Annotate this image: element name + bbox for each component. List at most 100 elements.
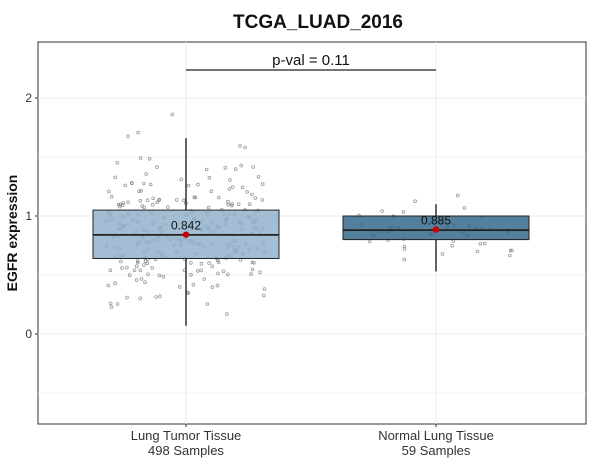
data-point (139, 277, 144, 281)
data-point (126, 200, 130, 205)
data-point (108, 301, 113, 306)
data-point (118, 204, 122, 209)
data-point (113, 175, 117, 180)
data-point (216, 260, 221, 265)
data-point (253, 196, 258, 200)
data-point (146, 272, 150, 277)
data-point (252, 260, 256, 265)
data-point (230, 185, 235, 189)
data-point (455, 193, 460, 198)
data-point (207, 175, 212, 180)
data-point (186, 291, 191, 295)
data-point (118, 202, 123, 207)
data-point (137, 189, 141, 194)
data-point (136, 130, 140, 135)
data-point (158, 294, 162, 299)
data-point (142, 263, 146, 267)
data-point (150, 265, 155, 270)
data-point (215, 283, 220, 288)
data-point (239, 163, 244, 168)
data-point (206, 205, 211, 210)
data-point (401, 210, 406, 214)
data-point (216, 258, 220, 263)
data-point (125, 265, 129, 270)
data-point (205, 302, 210, 306)
data-point (121, 201, 126, 205)
data-point (258, 270, 262, 275)
data-point (143, 280, 147, 285)
data-point (210, 285, 215, 289)
data-point (450, 244, 455, 248)
data-point (250, 260, 255, 265)
data-point (127, 273, 132, 278)
data-point (186, 183, 191, 188)
data-point (223, 166, 228, 170)
data-point (170, 112, 175, 117)
data-point (478, 242, 483, 246)
data-point (140, 204, 145, 208)
data-point (125, 295, 129, 300)
data-point (226, 272, 230, 277)
data-point (189, 261, 193, 265)
data-point (138, 268, 143, 273)
data-point (250, 192, 254, 197)
data-point (245, 190, 249, 194)
data-point (240, 185, 245, 190)
x-tick-label: Lung Tumor Tissue (131, 428, 242, 443)
data-point (191, 282, 196, 287)
mean-label: 0.842 (171, 219, 201, 233)
data-point (179, 177, 184, 182)
data-point (177, 285, 182, 289)
data-point (251, 165, 256, 169)
data-point (142, 181, 146, 186)
data-point (175, 198, 179, 202)
x-tick-sample-count: 59 Samples (402, 443, 471, 458)
data-point (151, 202, 155, 207)
data-point (145, 261, 150, 266)
data-point (148, 182, 153, 187)
data-point (135, 259, 140, 263)
data-point (508, 248, 513, 253)
data-point (236, 202, 241, 207)
data-point (109, 305, 114, 309)
data-point (261, 293, 266, 298)
data-point (260, 182, 265, 186)
data-point (475, 249, 480, 254)
y-tick-label: 0 (25, 327, 32, 341)
data-point (249, 272, 253, 276)
data-point (154, 295, 158, 299)
data-point (256, 175, 261, 179)
mean-label: 0.885 (421, 214, 451, 228)
data-point (260, 198, 265, 202)
data-point (196, 182, 200, 187)
data-point (157, 273, 162, 278)
data-point (462, 206, 467, 210)
data-point (440, 252, 445, 256)
data-point (151, 196, 156, 201)
data-point (134, 264, 139, 269)
data-point (139, 188, 143, 193)
data-point (221, 269, 226, 274)
data-point (195, 269, 200, 273)
data-point (138, 156, 143, 160)
data-point (233, 167, 238, 171)
data-point (134, 278, 139, 282)
data-point (136, 260, 140, 265)
data-point (204, 167, 209, 172)
data-point (182, 198, 186, 203)
mean-marker (432, 226, 440, 233)
data-point (229, 203, 234, 208)
data-point (238, 144, 242, 148)
data-point (115, 302, 120, 306)
data-point (120, 266, 124, 270)
data-point (144, 172, 149, 176)
data-point (228, 178, 232, 182)
chart-title: TCGA_LUAD_2016 (233, 12, 403, 33)
data-point (108, 268, 113, 273)
data-point (402, 244, 407, 249)
data-point (119, 259, 123, 264)
data-point (217, 195, 221, 200)
mean-marker (182, 231, 190, 238)
data-point (243, 145, 247, 150)
